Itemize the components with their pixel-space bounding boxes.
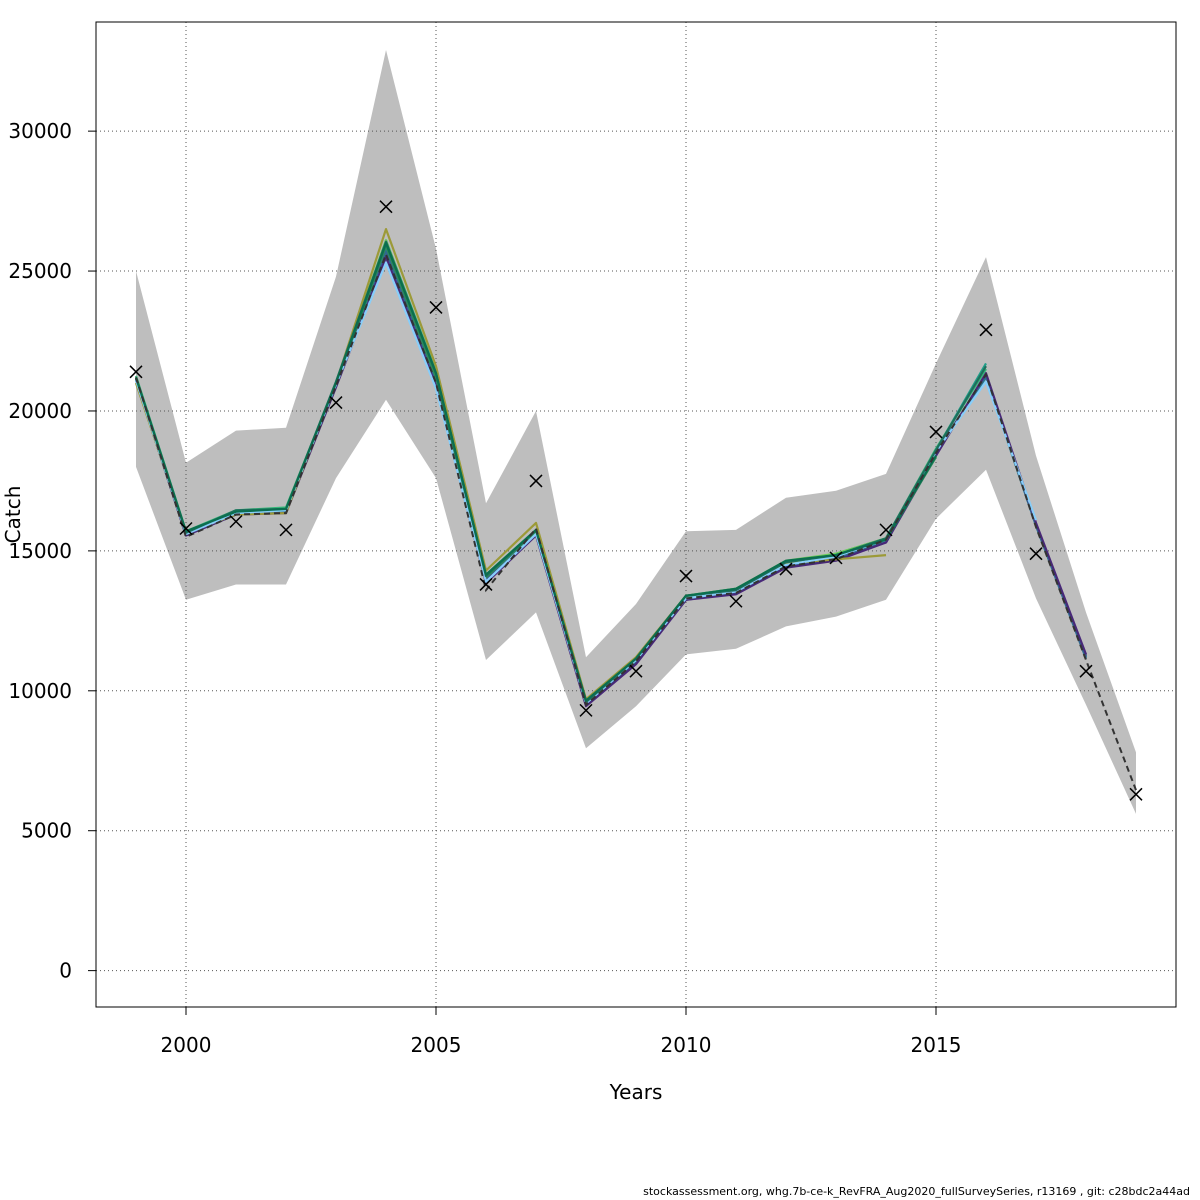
observed-point-stroke-b [1029,547,1043,561]
observed-point-stroke-b [579,703,593,717]
axis-layer: 2000 2005 2010 2015 0 5000 10000 15000 20000 2500… [8,119,961,1057]
observed-point-2004 [379,200,393,214]
observed-point-stroke-b [329,396,343,410]
observed-point-2015 [929,425,943,439]
observed-point-2017 [1029,547,1043,561]
observed-layer [129,200,1143,801]
observed-point-2014 [879,523,893,537]
observed-point-stroke-b [429,300,443,314]
fit-layer [135,251,1137,791]
observed-point-stroke-b [479,577,493,591]
observed-point-2003 [329,396,343,410]
observed-point-stroke-b [1079,664,1093,678]
observed-point-2010 [679,569,693,583]
observed-point-2009 [629,664,643,678]
grid-layer [96,22,1176,1007]
observed-point-stroke-b [629,664,643,678]
observed-point-1999 [129,365,143,379]
observed-point-2019 [1129,787,1143,801]
observed-point-2005 [429,300,443,314]
observed-point-2016 [979,323,993,337]
observed-point-stroke-b [729,594,743,608]
observed-point-2018 [1079,664,1093,678]
y-tick-label-0: 0 [59,959,72,983]
x-tick-label-2000: 2000 [161,1033,212,1057]
observed-point-stroke-b [129,365,143,379]
observed-point-2012 [779,562,793,576]
observed-point-2000 [179,521,193,536]
fitted-line [135,251,1137,791]
observed-point-2001 [229,514,243,529]
observed-point-stroke-b [779,562,793,576]
observed-point-stroke-b [229,514,243,529]
plot-frame [95,21,1177,1008]
observed-point-stroke-b [379,200,393,214]
observed-point-2008 [579,703,593,717]
observed-point-2013 [829,551,843,565]
observed-point-2011 [729,594,743,608]
y-axis-title: Catch [1,486,25,544]
y-tick-label-15000: 15000 [8,539,72,563]
x-tick-label-2005: 2005 [411,1033,462,1057]
confidence-band [136,50,1136,814]
y-tick-label-5000: 5000 [21,819,72,843]
observed-point-stroke-b [879,523,893,537]
x-tick-label-2010: 2010 [661,1033,712,1057]
observed-point-stroke-b [529,474,543,488]
y-tick-label-25000: 25000 [8,259,72,283]
observed-point-2002 [279,523,293,537]
observed-point-stroke-b [679,569,693,583]
y-tick-label-30000: 30000 [8,119,72,143]
observed-point-stroke-b [829,551,843,565]
observed-point-stroke-b [1129,787,1143,801]
x-axis-title: Years [609,1080,663,1104]
observed-point-stroke-b [979,323,993,337]
observed-point-2006 [479,577,493,591]
observed-point-stroke-b [279,523,293,537]
y-tick-label-10000: 10000 [8,679,72,703]
observed-point-2007 [529,474,543,488]
footer-credit: stockassessment.org, whg.7b-ce-k_RevFRA_… [643,1185,1190,1198]
confidence-band-layer [136,50,1136,814]
x-tick-label-2015: 2015 [911,1033,962,1057]
y-tick-label-20000: 20000 [8,399,72,423]
observed-point-stroke-b [179,521,193,536]
observed-point-stroke-b [929,425,943,439]
